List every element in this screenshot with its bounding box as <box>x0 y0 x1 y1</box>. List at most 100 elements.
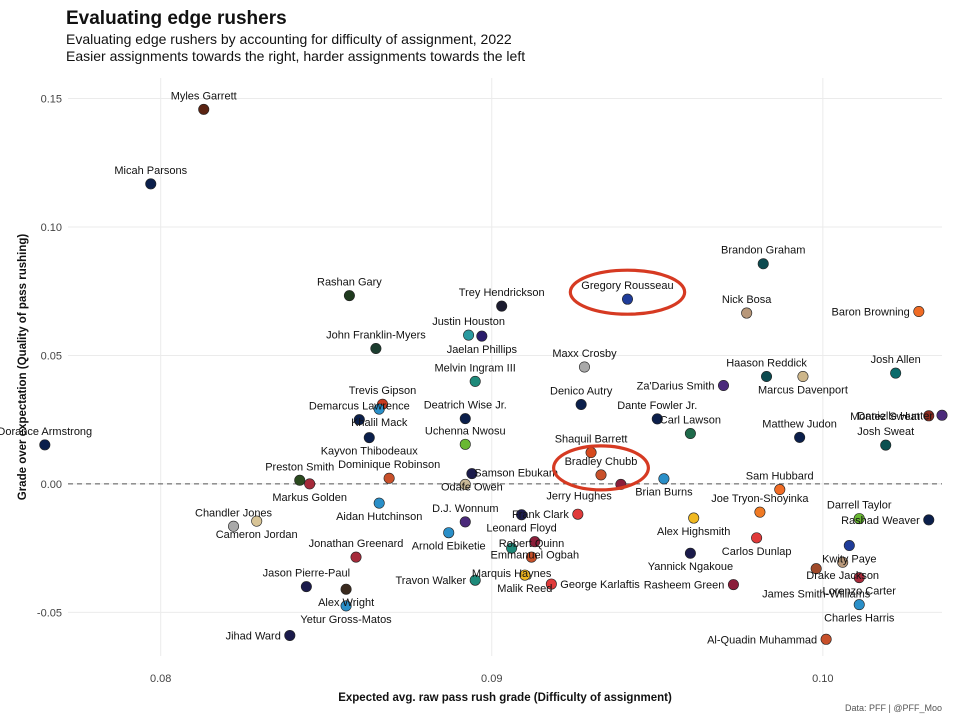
y-tick-label: 0.10 <box>41 222 62 234</box>
label-dominique-robinson: Dominique Robinson <box>338 459 440 471</box>
label-montez-sweat: Montez Sweat <box>850 411 920 423</box>
point-kwity-paye <box>843 540 855 552</box>
point-frank-clark <box>572 508 584 520</box>
point-sam-hubbard <box>774 484 786 496</box>
point-aidan-hutchinson <box>373 497 385 509</box>
label-rashad-weaver: Rashad Weaver <box>841 515 920 527</box>
point-john-franklin-myers <box>370 343 382 355</box>
point-maxx-crosby <box>578 361 590 373</box>
label-alex-wright: Alex Wright <box>318 597 374 609</box>
point-justin-houston <box>463 329 475 341</box>
point-kayvon-thibodeaux <box>363 432 375 444</box>
label-marquis-haynes: Marquis Haynes <box>472 568 552 580</box>
label-deatrich-wise-jr: Deatrich Wise Jr. <box>424 400 507 412</box>
label-john-franklin-myers: John Franklin-Myers <box>326 330 426 342</box>
point-baron-browning <box>913 306 925 318</box>
point-rashad-weaver <box>923 514 935 526</box>
point-jason-pierre-paul <box>300 581 312 593</box>
label-josh-allen: Josh Allen <box>871 354 921 366</box>
point-josh-sweat <box>880 439 892 451</box>
label-nick-bosa: Nick Bosa <box>722 294 772 306</box>
point-leonard-floyd <box>516 509 528 521</box>
chart-subtitle: Evaluating edge rushers by accounting fo… <box>66 31 512 47</box>
label-jonathan-greenard: Jonathan Greenard <box>309 538 404 550</box>
y-tick-label: 0.15 <box>41 94 62 106</box>
data-source-caption: Data: PFF | @PFF_Moo <box>845 703 942 713</box>
label-uchenna-nwosu: Uchenna Nwosu <box>425 425 506 437</box>
x-axis-title: Expected avg. raw pass rush grade (Diffi… <box>338 692 672 704</box>
label-d-j-wonnum: D.J. Wonnum <box>432 503 498 515</box>
label-za-darius-smith: Za'Darius Smith <box>637 381 715 393</box>
label-demarcus-lawrence: Demarcus Lawrence <box>309 401 410 413</box>
point-malik-reed <box>519 569 531 581</box>
label-dante-fowler-jr: Dante Fowler Jr. <box>617 400 697 412</box>
label-preston-smith: Preston Smith <box>265 461 334 473</box>
x-tick-label: 0.08 <box>150 673 171 685</box>
label-matthew-judon: Matthew Judon <box>762 418 837 430</box>
point-alex-highsmith <box>688 512 700 524</box>
label-joe-tryon-shoyinka: Joe Tryon-Shoyinka <box>711 493 809 505</box>
point-james-smith-williams <box>810 563 822 575</box>
label-shaquil-barrett: Shaquil Barrett <box>555 434 628 446</box>
point-jonathan-greenard <box>350 551 362 563</box>
label-jerry-hughes: Jerry Hughes <box>546 490 612 502</box>
point-rasheem-green <box>727 579 739 591</box>
point-bradley-chubb <box>595 469 607 481</box>
point-lorenzo-carter <box>853 572 865 584</box>
point-dominique-robinson <box>383 472 395 484</box>
x-tick-label: 0.10 <box>812 673 833 685</box>
label-markus-golden: Markus Golden <box>272 492 347 504</box>
chart-title: Evaluating edge rushers <box>66 8 287 29</box>
point-josh-allen <box>890 367 902 379</box>
label-lorenzo-carter: Lorenzo Carter <box>823 586 897 598</box>
point-labels: Myles Garrett Micah Parsons Dorance Armstr… <box>0 90 933 646</box>
point-khalil-mack <box>373 403 385 415</box>
label-trevis-gipson: Trevis Gipson <box>349 385 416 397</box>
label-josh-sweat: Josh Sweat <box>857 426 914 438</box>
point-charles-harris <box>853 599 865 611</box>
label-emmanuel-ogbah: Emmanuel Ogbah <box>491 550 580 562</box>
label-denico-autry: Denico Autry <box>550 386 613 398</box>
point-yannick-ngakoue <box>684 547 696 559</box>
label-trey-hendrickson: Trey Hendrickson <box>459 287 545 299</box>
highlight-bradley-chubb <box>552 444 650 492</box>
y-axis-title: Grade over expectation (Quality of pass … <box>17 234 29 501</box>
label-samson-ebukam: Samson Ebukam <box>474 467 558 479</box>
point-dante-fowler-jr <box>651 413 663 425</box>
label-arnold-ebiketie: Arnold Ebiketie <box>412 541 486 553</box>
point-deatrich-wise-jr <box>459 413 471 425</box>
point-haason-reddick <box>761 371 773 383</box>
label-drake-jackson: Drake Jackson <box>806 570 879 582</box>
label-odafe-oweh: Odafe Oweh <box>441 482 503 494</box>
point-marcus-davenport <box>797 371 809 383</box>
chart-subtitle-2: Easier assignments towards the right, ha… <box>66 48 526 64</box>
point-travon-walker <box>469 574 481 586</box>
highlight-circles <box>552 268 687 492</box>
point-alex-wright <box>340 583 352 595</box>
point-jihad-ward <box>284 629 296 641</box>
point-dorance-armstrong <box>39 439 51 451</box>
label-gregory-rousseau: Gregory Rousseau <box>581 280 673 292</box>
point-myles-garrett <box>198 103 210 115</box>
label-jihad-ward: Jihad Ward <box>226 630 281 642</box>
label-alex-highsmith: Alex Highsmith <box>657 526 730 538</box>
label-chandler-jones: Chandler Jones <box>195 507 273 519</box>
label-brandon-graham: Brandon Graham <box>721 245 805 257</box>
label-cameron-jordan: Cameron Jordan <box>216 529 298 541</box>
label-sam-hubbard: Sam Hubbard <box>746 471 814 483</box>
label-george-karlaftis: George Karlaftis <box>560 579 640 591</box>
axes: 0.08 0.09 0.10 0.15 0.10 0.05 0.00 -0.05 <box>37 94 942 685</box>
point-danielle-hunter <box>936 409 948 421</box>
point-odafe-oweh <box>466 468 478 480</box>
label-yannick-ngakoue: Yannick Ngakoue <box>648 561 733 573</box>
label-danielle-hunter: Danielle Hunter <box>857 410 933 422</box>
point-d-j-wonnum <box>459 516 471 528</box>
label-malik-reed: Malik Reed <box>497 583 552 595</box>
point-arnold-ebiketie <box>443 527 455 539</box>
point-rashan-gary <box>343 290 355 302</box>
label-justin-houston: Justin Houston <box>432 316 505 328</box>
point-brian-burns <box>658 473 670 485</box>
data-points <box>39 103 948 645</box>
label-carl-lawson: Carl Lawson <box>660 415 721 427</box>
